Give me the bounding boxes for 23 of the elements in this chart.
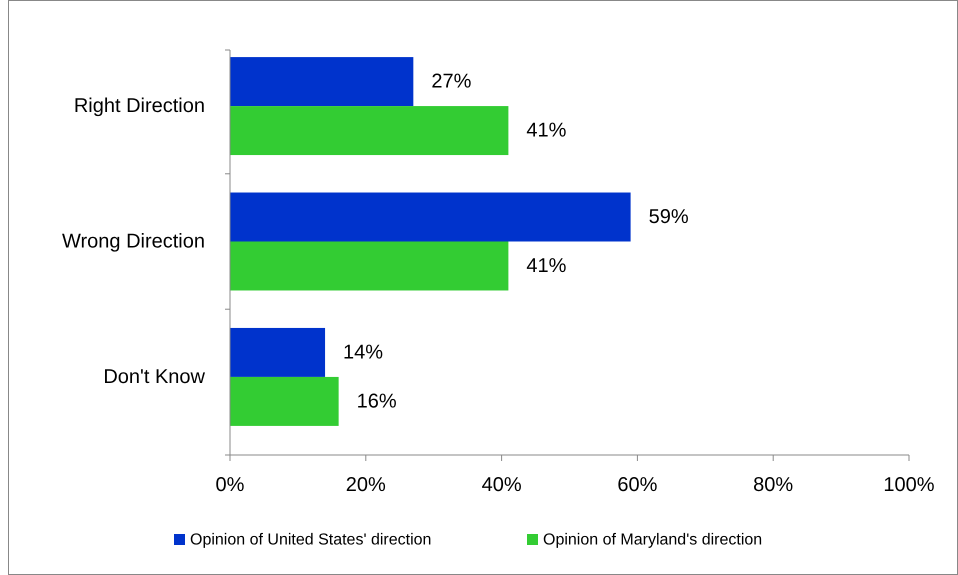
text: 16% [356, 390, 397, 412]
text: 27% [431, 70, 472, 93]
bar [230, 376, 339, 426]
legend-label: Opinion of United States' direction [190, 532, 432, 548]
x-tick-label: 100% [883, 474, 935, 496]
x-tick-label: 60% [617, 474, 658, 496]
text: 14% [343, 341, 384, 364]
bar [230, 192, 631, 242]
x-tick-label: 80% [753, 474, 794, 496]
text: 41% [526, 254, 566, 277]
y-tick-label: Don't Know [103, 366, 206, 388]
bar [230, 57, 414, 106]
bar [230, 328, 326, 377]
legend-label: Opinion of Maryland's direction [543, 532, 762, 548]
bar [230, 242, 508, 290]
x-tick-label: 0% [216, 474, 245, 496]
text: 41% [526, 120, 566, 142]
bar [230, 106, 508, 156]
x-tick-label: 40% [482, 474, 522, 496]
y-tick-label: Wrong Direction [62, 230, 205, 252]
text: 59% [648, 206, 689, 228]
y-tick-label: Right Direction [74, 95, 205, 118]
x-tick-label: 20% [346, 474, 386, 496]
